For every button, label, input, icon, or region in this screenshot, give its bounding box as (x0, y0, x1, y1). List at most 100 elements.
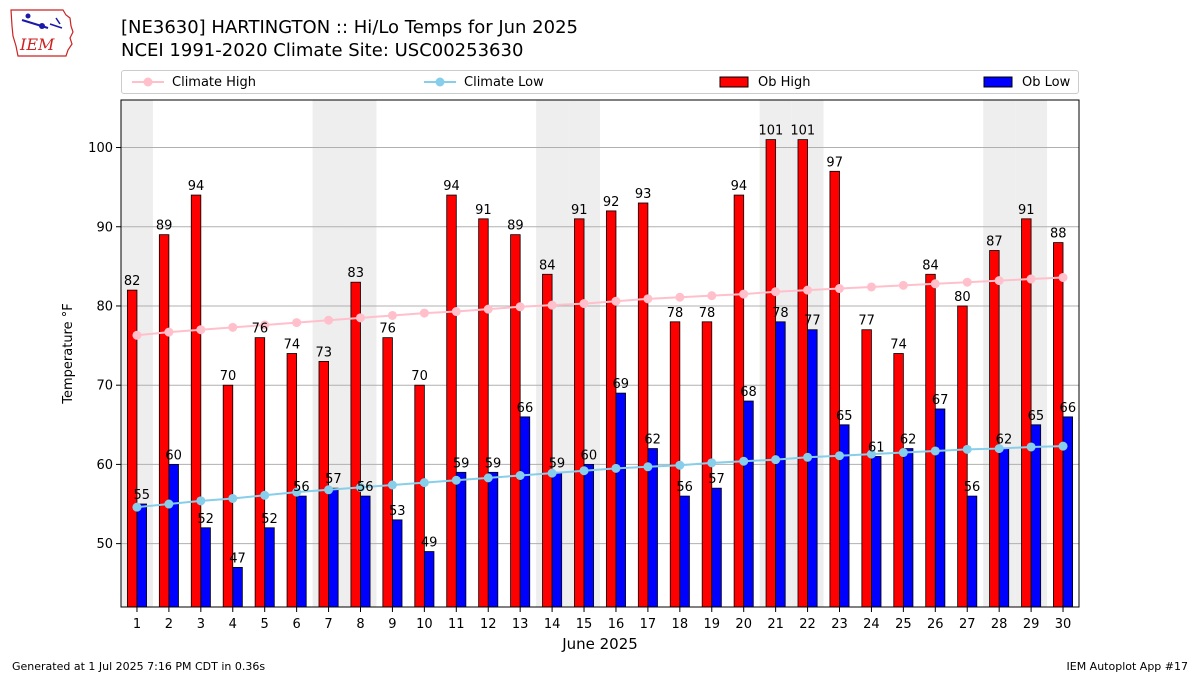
bar-ob-high-2 (158, 234, 170, 608)
label-ob-high-26: 84 (922, 258, 939, 273)
bar-ob-low-4 (232, 566, 243, 608)
label-ob-low-13: 66 (517, 401, 534, 416)
label-ob-high-14: 84 (539, 258, 556, 273)
point-climate-high-18 (675, 292, 685, 302)
bar-ob-high-3 (190, 194, 202, 608)
bar-ob-high-13 (510, 234, 521, 608)
point-climate-low-17 (643, 462, 653, 472)
label-ob-high-19: 78 (699, 306, 716, 321)
legend-item-ob-high: Ob High (718, 71, 811, 93)
point-climate-low-15 (579, 466, 589, 476)
y-tick-label-50: 50 (96, 537, 113, 552)
label-ob-high-10: 70 (411, 369, 428, 384)
bar-ob-low-14 (551, 471, 563, 608)
point-climate-low-29 (1026, 442, 1036, 452)
label-ob-low-25: 62 (900, 433, 917, 448)
label-ob-low-1: 55 (133, 488, 150, 503)
point-climate-low-26 (930, 446, 940, 456)
label-ob-high-22: 101 (790, 124, 815, 139)
point-climate-low-19 (707, 458, 717, 468)
x-tick-label-22: 22 (799, 617, 816, 632)
label-ob-high-11: 94 (443, 179, 460, 194)
bar-ob-low-3 (200, 527, 211, 608)
legend-swatch-ob-low (983, 76, 1013, 88)
label-ob-high-28: 87 (986, 235, 1003, 250)
label-ob-low-28: 62 (996, 433, 1013, 448)
point-climate-high-21 (771, 287, 781, 297)
bar-ob-high-17 (637, 202, 649, 608)
x-tick-label-16: 16 (608, 617, 625, 632)
label-ob-high-7: 73 (316, 345, 333, 360)
point-climate-high-6 (292, 318, 302, 328)
label-ob-low-21: 78 (772, 306, 789, 321)
bar-ob-high-10 (414, 384, 425, 608)
label-ob-high-5: 76 (252, 322, 269, 337)
point-climate-high-17 (643, 294, 653, 304)
label-ob-high-9: 76 (379, 322, 396, 337)
point-climate-low-1 (132, 502, 142, 512)
label-ob-high-17: 93 (635, 187, 652, 202)
x-tick-label-24: 24 (863, 617, 880, 632)
bar-ob-high-22 (797, 139, 808, 608)
point-climate-high-27 (962, 277, 972, 287)
x-tick-label-6: 6 (292, 617, 300, 632)
point-climate-high-2 (164, 327, 174, 337)
label-ob-low-18: 56 (676, 480, 693, 495)
point-climate-low-23 (835, 451, 844, 461)
label-ob-low-30: 66 (1060, 401, 1077, 416)
bar-ob-low-12 (487, 471, 499, 608)
label-ob-high-13: 89 (507, 219, 524, 234)
line-climate-high (136, 276, 1064, 337)
bar-ob-low-9 (392, 519, 403, 608)
legend-label-climate-high: Climate High (172, 74, 257, 90)
bar-ob-low-8 (360, 495, 371, 608)
point-climate-high-13 (515, 302, 525, 312)
x-tick-label-14: 14 (544, 617, 561, 632)
point-climate-low-18 (675, 460, 685, 470)
legend: Climate High Climate Low Ob High Ob Low (121, 70, 1079, 94)
point-climate-high-1 (132, 330, 142, 340)
point-climate-high-30 (1058, 272, 1068, 282)
label-ob-high-8: 83 (347, 266, 364, 281)
x-tick-label-13: 13 (512, 617, 529, 632)
point-climate-high-11 (451, 307, 461, 317)
y-tick-label-90: 90 (96, 220, 113, 235)
point-climate-low-25 (898, 448, 908, 458)
x-axis-label: June 2025 (561, 635, 638, 653)
label-ob-low-29: 65 (1028, 409, 1045, 424)
label-ob-high-16: 92 (603, 195, 620, 210)
bar-ob-low-19 (711, 487, 722, 608)
label-ob-low-9: 53 (389, 504, 406, 519)
legend-item-ob-low: Ob Low (982, 71, 1070, 93)
label-ob-low-15: 60 (581, 448, 598, 463)
point-climate-high-29 (1026, 274, 1036, 284)
label-ob-high-25: 74 (890, 338, 907, 353)
label-ob-low-7: 57 (325, 472, 342, 487)
bar-ob-low-7 (328, 487, 339, 608)
label-ob-low-12: 59 (485, 456, 502, 471)
label-ob-high-15: 91 (571, 203, 588, 218)
chart-title-line2: NCEI 1991-2020 Climate Site: USC00253630 (121, 40, 524, 61)
point-climate-high-24 (866, 282, 876, 292)
label-ob-low-27: 56 (964, 480, 981, 495)
x-tick-label-21: 21 (767, 617, 784, 632)
label-ob-high-24: 77 (858, 314, 875, 329)
y-tick-label-100: 100 (88, 141, 113, 156)
point-climate-low-27 (962, 444, 972, 454)
label-ob-low-2: 60 (165, 448, 182, 463)
point-climate-low-7 (324, 485, 334, 495)
bar-ob-low-11 (455, 471, 467, 608)
point-climate-low-20 (739, 456, 749, 466)
legend-label-climate-low: Climate Low (464, 74, 544, 90)
legend-item-climate-low: Climate Low (424, 71, 544, 93)
label-ob-high-3: 94 (188, 179, 205, 194)
x-tick-label-12: 12 (480, 617, 497, 632)
iem-logo: IEM (10, 9, 74, 57)
point-climate-low-24 (866, 449, 876, 459)
line-climate-low (136, 445, 1064, 509)
point-climate-high-14 (547, 300, 557, 310)
label-ob-low-17: 62 (644, 433, 661, 448)
label-ob-low-10: 49 (421, 536, 438, 551)
label-ob-low-4: 47 (229, 551, 246, 566)
